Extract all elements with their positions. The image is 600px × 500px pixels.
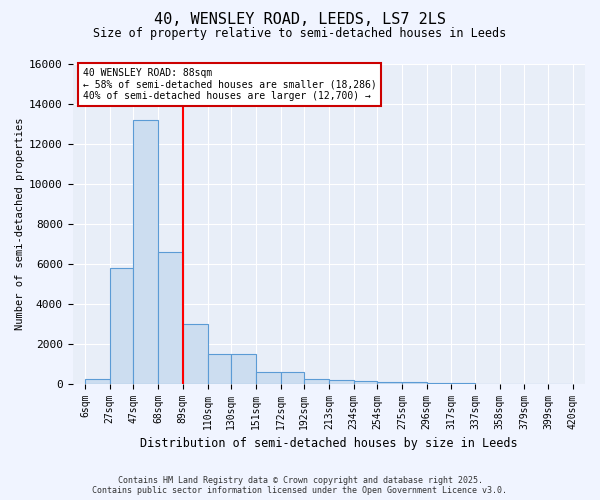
Text: 40, WENSLEY ROAD, LEEDS, LS7 2LS: 40, WENSLEY ROAD, LEEDS, LS7 2LS [154, 12, 446, 28]
Bar [377, 382, 402, 384]
Text: Size of property relative to semi-detached houses in Leeds: Size of property relative to semi-detach… [94, 28, 506, 40]
Bar [281, 372, 304, 384]
Bar [183, 324, 208, 384]
Bar [133, 120, 158, 384]
Text: Contains HM Land Registry data © Crown copyright and database right 2025.
Contai: Contains HM Land Registry data © Crown c… [92, 476, 508, 495]
Bar [208, 354, 231, 384]
Y-axis label: Number of semi-detached properties: Number of semi-detached properties [15, 118, 25, 330]
X-axis label: Distribution of semi-detached houses by size in Leeds: Distribution of semi-detached houses by … [140, 437, 518, 450]
Bar [329, 380, 353, 384]
Bar [402, 382, 427, 384]
Bar [85, 378, 110, 384]
Bar [304, 378, 329, 384]
Bar [110, 268, 133, 384]
Bar [231, 354, 256, 384]
Bar [427, 382, 451, 384]
Bar [353, 380, 377, 384]
Bar [158, 252, 183, 384]
Bar [451, 382, 475, 384]
Bar [256, 372, 281, 384]
Text: 40 WENSLEY ROAD: 88sqm
← 58% of semi-detached houses are smaller (18,286)
40% of: 40 WENSLEY ROAD: 88sqm ← 58% of semi-det… [83, 68, 376, 101]
